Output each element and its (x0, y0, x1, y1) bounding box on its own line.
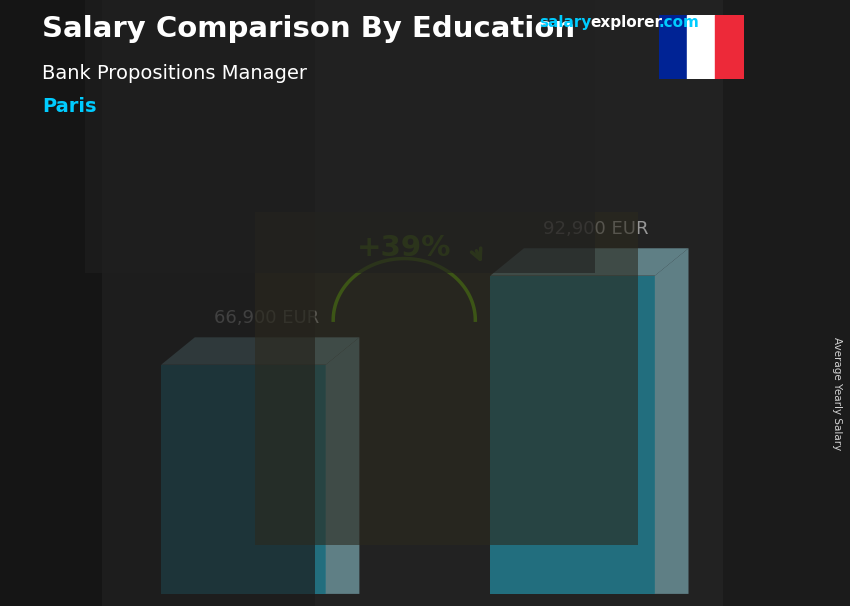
Polygon shape (490, 276, 654, 594)
Text: Salary Comparison By Education: Salary Comparison By Education (42, 15, 575, 43)
Text: +39%: +39% (357, 235, 451, 262)
Bar (85, 0, 595, 273)
Bar (102, 0, 314, 606)
Polygon shape (162, 338, 360, 365)
Polygon shape (654, 248, 688, 594)
Text: Paris: Paris (42, 97, 97, 116)
Text: 66,900 EUR: 66,900 EUR (213, 309, 319, 327)
Bar (255, 212, 638, 545)
Bar (0, 0, 102, 606)
Bar (716, 15, 744, 79)
Text: salary: salary (540, 15, 592, 30)
Text: Average Yearly Salary: Average Yearly Salary (832, 338, 842, 450)
Polygon shape (490, 248, 688, 276)
Polygon shape (326, 338, 360, 594)
Text: .com: .com (659, 15, 700, 30)
Bar (687, 15, 716, 79)
Bar (722, 0, 850, 606)
Bar (659, 15, 687, 79)
Polygon shape (162, 365, 326, 594)
Text: Bank Propositions Manager: Bank Propositions Manager (42, 64, 308, 82)
Text: explorer: explorer (591, 15, 663, 30)
Text: 92,900 EUR: 92,900 EUR (542, 220, 649, 238)
